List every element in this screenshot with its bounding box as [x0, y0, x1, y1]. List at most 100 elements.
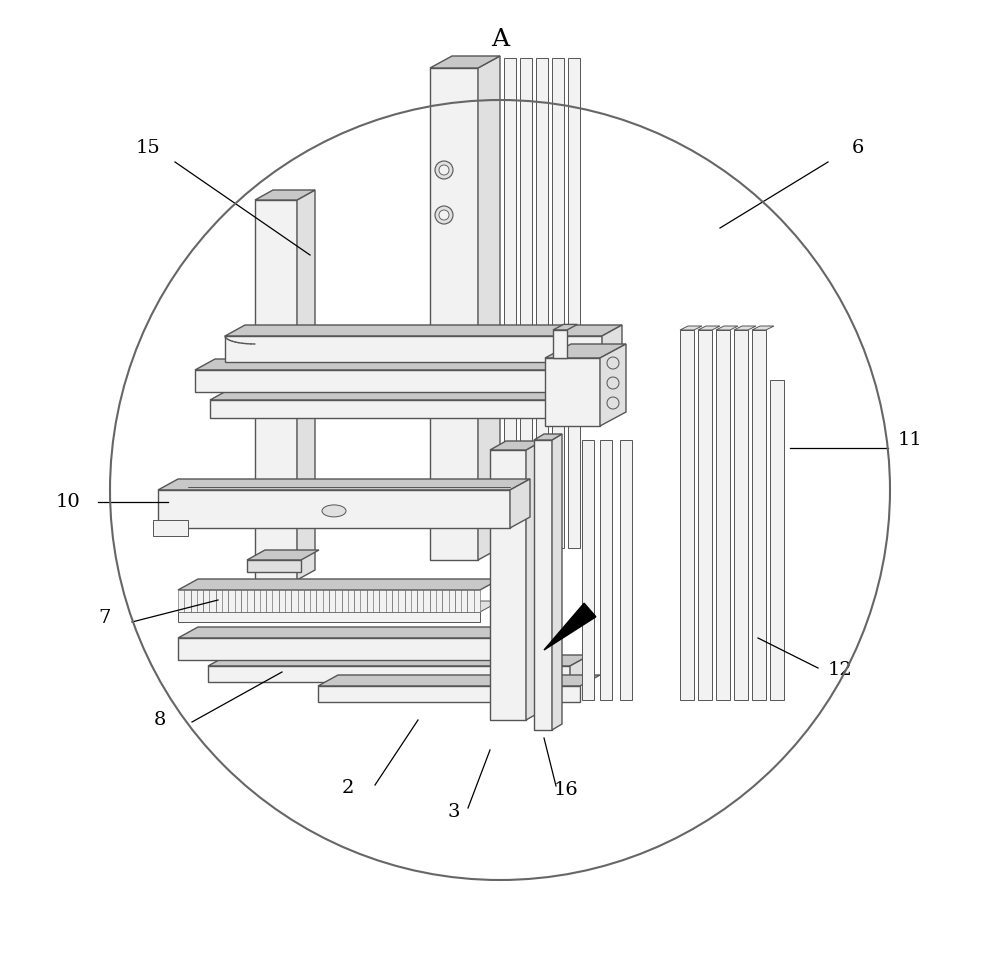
Text: 2: 2	[342, 779, 354, 797]
Polygon shape	[520, 58, 532, 548]
Polygon shape	[553, 324, 577, 330]
Polygon shape	[266, 590, 279, 612]
Polygon shape	[195, 359, 580, 370]
Polygon shape	[600, 440, 612, 700]
Polygon shape	[560, 359, 580, 392]
Circle shape	[607, 397, 619, 409]
Polygon shape	[158, 479, 530, 490]
Polygon shape	[316, 590, 329, 612]
Polygon shape	[153, 520, 188, 536]
Polygon shape	[178, 612, 480, 622]
Polygon shape	[297, 190, 315, 580]
Circle shape	[435, 161, 453, 179]
Polygon shape	[552, 58, 564, 548]
Polygon shape	[291, 590, 304, 612]
Polygon shape	[203, 590, 216, 612]
Polygon shape	[354, 590, 367, 612]
Polygon shape	[752, 330, 766, 700]
Polygon shape	[178, 638, 530, 660]
Polygon shape	[570, 655, 590, 682]
Text: 6: 6	[852, 139, 864, 157]
Polygon shape	[255, 200, 297, 580]
Polygon shape	[602, 325, 622, 362]
Polygon shape	[568, 58, 580, 548]
Polygon shape	[178, 579, 500, 590]
Polygon shape	[255, 190, 315, 200]
Polygon shape	[510, 479, 530, 528]
Polygon shape	[254, 590, 266, 612]
Circle shape	[607, 377, 619, 389]
Polygon shape	[560, 389, 580, 418]
Polygon shape	[552, 434, 562, 730]
Polygon shape	[329, 590, 342, 612]
Polygon shape	[680, 330, 694, 700]
Polygon shape	[534, 434, 562, 440]
Polygon shape	[241, 590, 254, 612]
Circle shape	[439, 165, 449, 175]
Polygon shape	[279, 590, 291, 612]
Polygon shape	[208, 655, 590, 666]
Polygon shape	[216, 590, 228, 612]
Polygon shape	[455, 590, 467, 612]
Polygon shape	[526, 441, 542, 720]
Polygon shape	[210, 400, 560, 418]
Polygon shape	[544, 603, 596, 650]
Text: 16: 16	[554, 781, 578, 799]
Polygon shape	[504, 58, 516, 548]
Polygon shape	[404, 590, 417, 612]
Polygon shape	[247, 560, 301, 572]
Text: 10: 10	[56, 493, 80, 511]
Polygon shape	[536, 58, 548, 548]
Polygon shape	[367, 590, 379, 612]
Text: 12: 12	[828, 661, 852, 679]
Polygon shape	[342, 590, 354, 612]
Polygon shape	[430, 56, 500, 68]
Polygon shape	[430, 68, 478, 560]
Polygon shape	[698, 326, 720, 330]
Polygon shape	[734, 330, 748, 700]
Polygon shape	[318, 686, 580, 702]
Polygon shape	[178, 590, 191, 612]
Polygon shape	[178, 601, 500, 612]
Polygon shape	[225, 336, 602, 362]
Polygon shape	[318, 675, 600, 686]
Text: 8: 8	[154, 711, 166, 729]
Text: A: A	[491, 28, 509, 51]
Text: 11: 11	[898, 431, 922, 449]
Polygon shape	[553, 330, 567, 358]
Polygon shape	[208, 666, 570, 682]
Circle shape	[607, 357, 619, 369]
Circle shape	[435, 206, 453, 224]
Polygon shape	[304, 590, 316, 612]
Polygon shape	[191, 590, 203, 612]
Polygon shape	[534, 440, 552, 730]
Polygon shape	[178, 627, 550, 638]
Polygon shape	[600, 344, 626, 426]
Polygon shape	[392, 590, 404, 612]
Polygon shape	[620, 440, 632, 700]
Polygon shape	[545, 358, 600, 426]
Circle shape	[439, 210, 449, 220]
Polygon shape	[698, 330, 712, 700]
Polygon shape	[442, 590, 455, 612]
Polygon shape	[430, 590, 442, 612]
Polygon shape	[195, 370, 560, 392]
Polygon shape	[490, 441, 542, 450]
Polygon shape	[247, 550, 319, 560]
Polygon shape	[530, 627, 550, 660]
Polygon shape	[582, 440, 594, 700]
Polygon shape	[716, 330, 730, 700]
Polygon shape	[228, 590, 241, 612]
Polygon shape	[752, 326, 774, 330]
Polygon shape	[545, 344, 626, 358]
Polygon shape	[225, 325, 622, 336]
Polygon shape	[680, 326, 702, 330]
Polygon shape	[478, 56, 500, 560]
Polygon shape	[158, 490, 510, 528]
Polygon shape	[770, 380, 784, 700]
Text: 3: 3	[448, 803, 460, 821]
Polygon shape	[417, 590, 430, 612]
Polygon shape	[490, 450, 526, 720]
Polygon shape	[716, 326, 738, 330]
Text: 7: 7	[99, 609, 111, 627]
